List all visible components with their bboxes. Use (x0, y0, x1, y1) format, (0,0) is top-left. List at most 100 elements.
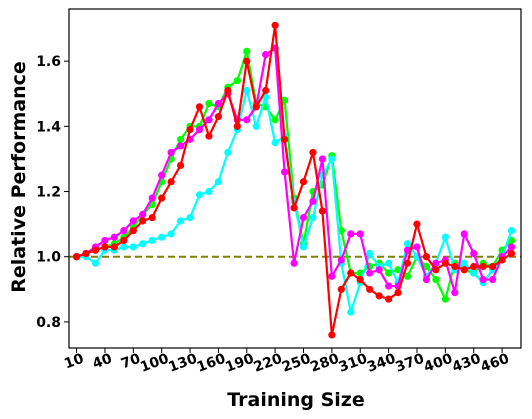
data-point (120, 227, 128, 235)
x-tick-label: 130 (166, 351, 199, 376)
data-point (139, 217, 147, 225)
data-point (328, 272, 336, 280)
data-point (271, 116, 279, 124)
data-point (224, 86, 232, 95)
data-point (243, 86, 251, 95)
data-point (318, 207, 327, 215)
data-point (432, 266, 440, 274)
data-point (432, 259, 440, 267)
data-point (489, 275, 497, 284)
data-point (271, 21, 279, 29)
x-tick-label: 10 (62, 351, 86, 373)
data-point (139, 210, 147, 218)
data-point (403, 272, 412, 280)
data-point (129, 217, 137, 225)
data-point (432, 275, 440, 284)
data-point (470, 262, 478, 271)
data-point (470, 249, 478, 258)
data-point (375, 266, 383, 274)
data-point (403, 240, 412, 248)
data-point (176, 217, 185, 225)
data-point (507, 249, 516, 258)
data-point (413, 243, 421, 251)
data-point (299, 178, 308, 186)
data-point (507, 227, 516, 235)
data-point (110, 243, 118, 251)
data-point (129, 227, 137, 235)
data-point (309, 214, 317, 222)
data-point (214, 99, 223, 108)
data-point (233, 77, 241, 85)
data-point (385, 282, 393, 290)
x-tick-label: 40 (90, 351, 114, 373)
data-point (148, 214, 156, 222)
data-point (195, 103, 204, 111)
data-point (158, 194, 166, 202)
data-point (110, 233, 118, 241)
data-point (243, 116, 251, 124)
data-point (290, 259, 298, 267)
data-point (328, 331, 336, 339)
y-tick-label: 1.4 (36, 119, 61, 135)
data-point (451, 262, 459, 271)
data-point (290, 204, 298, 212)
x-tick-label: 70 (119, 351, 143, 373)
data-point (366, 249, 374, 258)
x-tick-label: 340 (365, 351, 398, 376)
data-point (243, 47, 251, 55)
data-point (347, 308, 355, 316)
x-tick-label: 250 (280, 351, 313, 376)
data-point (441, 295, 449, 303)
data-point (441, 233, 449, 241)
data-point (205, 116, 213, 124)
data-point (91, 246, 100, 254)
data-point (262, 51, 270, 59)
data-point (413, 220, 421, 228)
data-point (224, 148, 232, 157)
data-point (158, 171, 166, 179)
data-point (451, 288, 459, 297)
y-tick-label: 1.0 (36, 250, 61, 266)
data-point (337, 285, 345, 293)
y-tick-label: 1.2 (36, 185, 61, 201)
data-point (167, 178, 175, 186)
data-point (148, 236, 156, 245)
data-point (281, 135, 289, 143)
data-point (489, 262, 497, 271)
data-point (375, 292, 383, 300)
data-point (195, 191, 204, 199)
x-tick-label: 460 (479, 351, 512, 376)
data-point (120, 236, 128, 245)
data-point (356, 275, 364, 284)
data-point (176, 142, 185, 150)
data-point (139, 240, 147, 248)
data-point (328, 155, 336, 163)
data-point (299, 243, 308, 251)
data-point (148, 194, 156, 202)
data-point (347, 269, 355, 277)
data-point (385, 295, 393, 303)
data-point (394, 288, 402, 297)
data-point (385, 269, 393, 277)
data-point (214, 178, 223, 186)
data-point (233, 122, 241, 130)
x-axis-label: Training Size (227, 389, 365, 411)
data-point (309, 197, 317, 205)
data-point (129, 243, 137, 251)
data-point (422, 253, 431, 261)
data-point (479, 275, 487, 284)
y-tick-label: 0.8 (36, 315, 61, 331)
x-tick-label: 310 (337, 351, 370, 376)
data-point (460, 230, 468, 238)
x-tick-label: 160 (195, 351, 228, 376)
data-point (281, 96, 289, 104)
series-line (76, 24, 513, 337)
y-axis-label: Relative Performance (8, 61, 30, 293)
data-point (72, 253, 81, 261)
data-point (252, 122, 260, 130)
data-point (186, 126, 194, 134)
data-point (441, 259, 449, 267)
data-point (82, 249, 90, 258)
data-point (186, 214, 194, 222)
